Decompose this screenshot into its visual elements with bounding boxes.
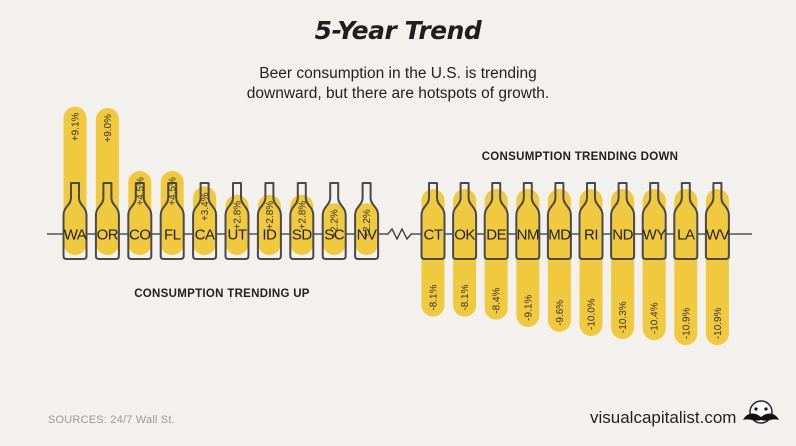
bottle-icon <box>673 182 699 260</box>
bar-ct <box>421 189 445 317</box>
subtitle-line-2: downward, but there are hotspots of grow… <box>246 85 550 102</box>
bar-id <box>257 194 281 255</box>
state-label: MD <box>548 227 571 244</box>
bar-md <box>547 189 571 332</box>
bottle-icon <box>321 182 347 260</box>
value-label: +4.5% <box>135 177 146 206</box>
bar-sd <box>290 194 314 255</box>
bar-wa <box>63 106 87 255</box>
subtitle: Beer consumption in the U.S. is trending… <box>0 64 796 104</box>
bar-co <box>128 171 152 255</box>
value-label: -9.6% <box>555 300 566 326</box>
bottle-icon <box>452 182 478 260</box>
value-label: -10.9% <box>681 307 692 339</box>
state-label: NM <box>517 227 539 244</box>
state-label: WV <box>706 227 730 244</box>
value-label: +9.1% <box>71 112 82 141</box>
bottle-icon <box>641 182 667 260</box>
bar-sc <box>322 203 346 255</box>
bottle-icon <box>483 182 509 260</box>
state-label: CO <box>129 227 151 244</box>
value-label: -10.9% <box>713 307 724 339</box>
value-label: -10.0% <box>587 298 598 330</box>
state-label: CT <box>424 227 443 244</box>
bottle-icon <box>256 182 282 260</box>
subtitle-line-1: Beer consumption in the U.S. is trending <box>259 65 537 82</box>
state-label: UT <box>228 227 247 244</box>
bottle-icon <box>610 182 636 260</box>
bar-ri <box>579 189 603 336</box>
state-label: SD <box>292 227 313 244</box>
bar-nm <box>516 189 540 327</box>
value-label: +3.4% <box>200 192 211 221</box>
bottle-icon <box>192 182 218 260</box>
state-label: WA <box>64 227 87 244</box>
bottle-icon <box>578 182 604 260</box>
value-label: +2.8% <box>233 201 244 230</box>
value-label: +2.8% <box>297 201 308 230</box>
state-label: FL <box>164 227 181 244</box>
value-label: +2.8% <box>265 201 276 230</box>
bar-la <box>674 189 698 346</box>
bottle-icon <box>704 182 730 260</box>
sources-note: SOURCES: 24/7 Wall St. <box>48 414 175 426</box>
state-label: NV <box>357 227 377 244</box>
bottle-icon <box>289 182 315 260</box>
value-label: +9.0% <box>103 114 114 143</box>
bottle-icon <box>546 182 572 260</box>
value-label: -10.3% <box>618 301 629 333</box>
value-label: +2.2% <box>362 209 373 238</box>
value-label: -8.1% <box>460 284 471 310</box>
bottle-icon <box>159 182 185 260</box>
state-label: CA <box>195 227 215 244</box>
bar-or <box>95 108 119 255</box>
state-label: ID <box>262 227 277 244</box>
state-label: OR <box>97 227 119 244</box>
state-label: WY <box>643 227 667 244</box>
brand-link[interactable]: visualcapitalist.com <box>590 408 737 427</box>
bottle-icon <box>127 182 153 260</box>
bar-nv <box>355 203 379 255</box>
group-label-up: CONSUMPTION TRENDING UP <box>134 288 310 300</box>
state-label: OK <box>454 227 475 244</box>
bar-nd <box>611 189 635 340</box>
page-title: 5-Year Trend <box>314 16 482 45</box>
state-label: ND <box>612 227 633 244</box>
value-label: +2.2% <box>330 209 341 238</box>
state-label: LA <box>677 227 695 244</box>
bar-wv <box>705 189 729 346</box>
group-label-down: CONSUMPTION TRENDING DOWN <box>482 151 679 163</box>
value-label: -8.4% <box>492 287 503 313</box>
bar-fl <box>160 171 184 255</box>
bar-de <box>484 189 508 320</box>
bar-wy <box>642 189 666 341</box>
bottle-icon <box>420 182 446 260</box>
bar-ut <box>225 194 249 255</box>
state-label: DE <box>486 227 506 244</box>
value-label: -8.1% <box>429 284 440 310</box>
state-label: SC <box>324 227 345 244</box>
bottle-icon <box>62 182 88 260</box>
value-label: +4.5% <box>168 177 179 206</box>
state-label: RI <box>584 227 598 244</box>
value-label: -9.1% <box>523 295 534 321</box>
bottle-icon <box>515 182 541 260</box>
value-label: -10.4% <box>650 302 661 334</box>
axis-line <box>47 227 752 241</box>
bottle-icon <box>94 182 120 260</box>
bar-ok <box>453 189 477 317</box>
bottle-icon <box>224 182 250 260</box>
bottle-icon <box>354 182 380 260</box>
mustache-logo-icon <box>743 400 779 424</box>
